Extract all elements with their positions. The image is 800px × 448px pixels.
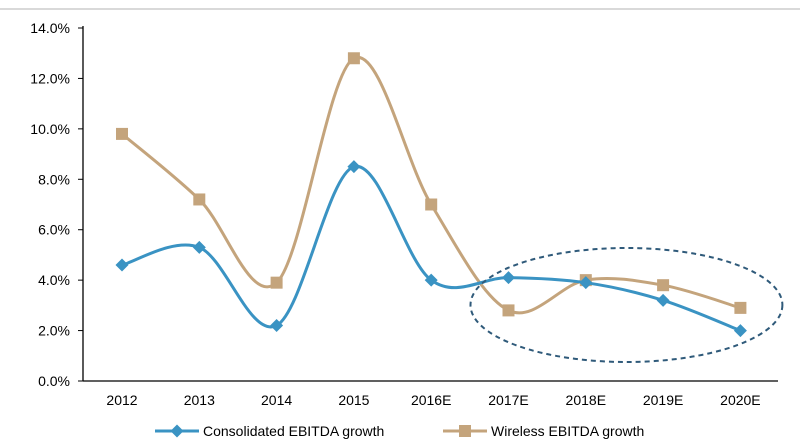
data-point — [734, 301, 747, 314]
data-point — [502, 304, 515, 317]
data-point — [502, 271, 515, 285]
legend-item: Consolidated EBITDA growth — [155, 423, 384, 439]
y-tick-label: 0.0% — [38, 373, 70, 389]
annotation-ellipse — [469, 247, 784, 363]
y-tick-label: 6.0% — [38, 222, 70, 238]
data-point — [270, 276, 283, 289]
x-tick-label: 2020E — [720, 392, 760, 408]
data-point — [192, 240, 206, 254]
legend-label: Consolidated EBITDA growth — [203, 423, 384, 439]
x-tick-label: 2015 — [338, 392, 369, 408]
data-point — [424, 273, 438, 287]
data-point — [656, 293, 670, 307]
series-line — [121, 165, 741, 332]
legend-label: Wireless EBITDA growth — [491, 423, 644, 439]
data-point — [657, 279, 670, 292]
series-wireless — [116, 52, 747, 317]
data-point — [347, 52, 360, 65]
series-line — [121, 55, 741, 315]
x-tick-label: 2018E — [566, 392, 606, 408]
x-tick-label: 2012 — [106, 392, 137, 408]
x-tick-label: 2014 — [261, 392, 292, 408]
y-tick-label: 8.0% — [38, 171, 70, 187]
y-tick-label: 14.0% — [30, 20, 70, 36]
y-tick-label: 10.0% — [30, 121, 70, 137]
data-point — [579, 276, 593, 290]
data-point — [116, 127, 128, 140]
data-point — [115, 258, 129, 272]
x-tick-label: 2019E — [643, 392, 683, 408]
x-tick-label: 2017E — [488, 392, 528, 408]
y-tick-label: 4.0% — [38, 272, 70, 288]
x-tick-label: 2016E — [411, 392, 451, 408]
plot-area: 0.0% 2.0% 4.0% 6.0% 8.0% 10.0% 12.0% 14.0% 2012 2… — [30, 20, 784, 408]
legend-marker — [170, 424, 184, 438]
data-point — [733, 324, 747, 338]
data-point — [193, 193, 206, 206]
x-tick-label: 2013 — [184, 392, 215, 408]
data-point — [347, 160, 361, 174]
data-point — [270, 319, 284, 333]
legend-item: Wireless EBITDA growth — [443, 423, 644, 439]
legend: Consolidated EBITDA growth Wireless EBITD… — [155, 423, 644, 439]
series-consolidated — [115, 160, 747, 338]
y-tick-label: 2.0% — [38, 323, 70, 339]
y-tick-label: 12.0% — [30, 70, 70, 86]
legend-marker — [459, 425, 471, 437]
data-point — [425, 198, 438, 211]
